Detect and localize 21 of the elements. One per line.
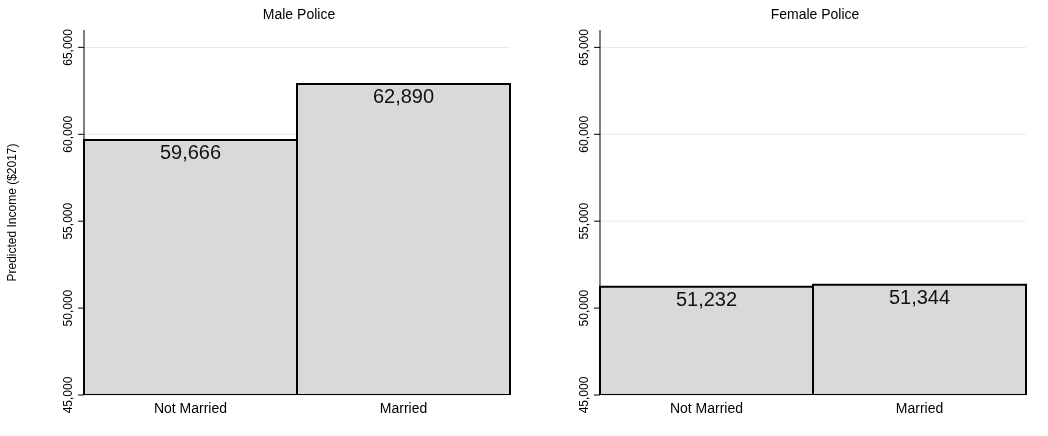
y-tick-label: 65,000 [61, 28, 75, 66]
y-tick-label: 65,000 [577, 28, 591, 66]
y-tick-label: 55,000 [61, 202, 75, 240]
data-label: 62,890 [372, 85, 435, 108]
x-tick-label: Married [895, 399, 944, 416]
y-tick-label: 50,000 [61, 289, 75, 327]
data-label: 59,666 [159, 141, 222, 164]
x-tick-label: Not Married [153, 399, 228, 416]
y-tick-label: 45,000 [61, 376, 75, 414]
y-tick-label: 45,000 [577, 376, 591, 414]
data-label: 51,232 [675, 287, 738, 310]
chart-title: Female Police [769, 6, 861, 22]
y-tick-label: 60,000 [577, 115, 591, 153]
y-tick-label: 60,000 [61, 115, 75, 153]
y-axis-title: Predicted Income ($2017) [5, 143, 20, 282]
y-tick-label: 50,000 [577, 289, 591, 327]
x-tick-label: Married [379, 399, 428, 416]
y-tick-label: 55,000 [577, 202, 591, 240]
data-label: 51,344 [888, 285, 951, 308]
chart-title: Male Police [261, 6, 337, 22]
x-tick-label: Not Married [669, 399, 744, 416]
